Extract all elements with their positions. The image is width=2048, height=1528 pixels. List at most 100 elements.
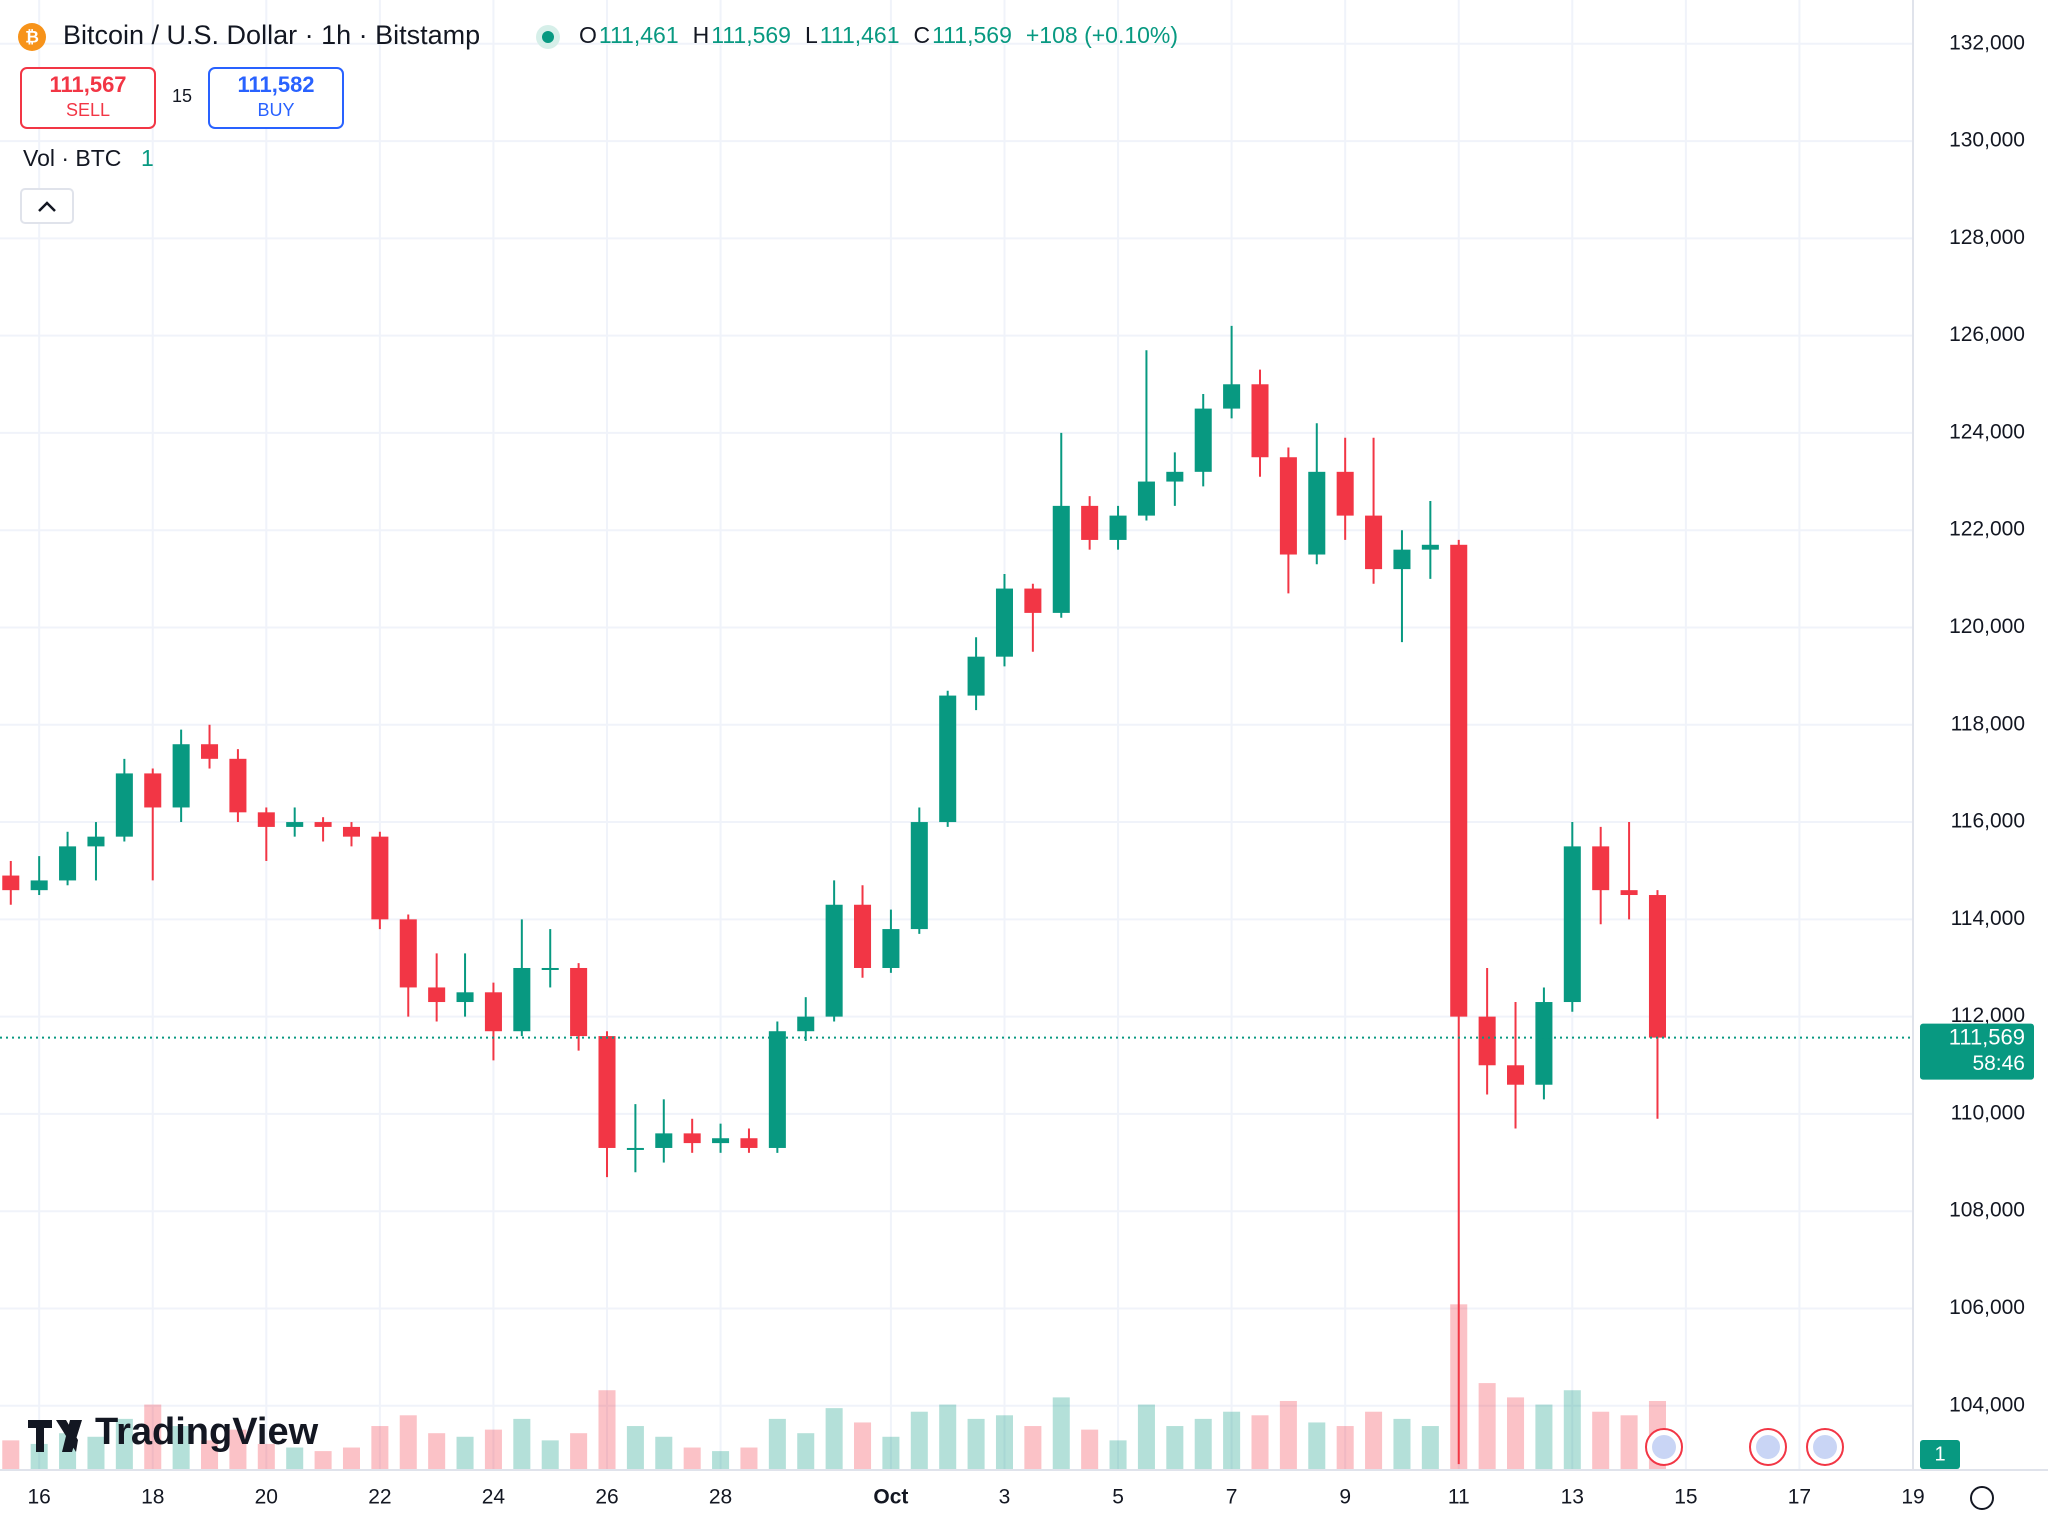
candle-body [115, 773, 133, 837]
candle-body [1308, 471, 1326, 555]
logo-text: TradingView [95, 1411, 319, 1453]
x-tick-label: 7 [1226, 1486, 1238, 1509]
bitcoin-icon [18, 23, 46, 51]
volume-bar [484, 1429, 502, 1469]
candle-body [797, 1016, 815, 1032]
volume-bar [1251, 1415, 1269, 1469]
volume-bar [201, 1440, 219, 1469]
buy-button[interactable] [208, 67, 344, 129]
candle-body [1365, 515, 1383, 570]
candle-body [683, 1133, 701, 1144]
bitcoin-icon-glyph: ₿ [25, 27, 39, 46]
candle-body [286, 822, 304, 827]
candle-body [484, 992, 502, 1032]
candle-body [939, 695, 957, 823]
y-tick-label: 126,000 [1949, 323, 2025, 346]
volume-bar [598, 1390, 616, 1469]
logo-mark [28, 1420, 82, 1452]
x-tick-label: 5 [1112, 1486, 1124, 1509]
event-flags [1645, 1428, 1844, 1466]
ohlc-key: L [805, 22, 818, 48]
y-tick-label: 122,000 [1949, 518, 2025, 541]
x-tick-label: 16 [28, 1486, 51, 1509]
candle-body [513, 967, 531, 1032]
y-tick-label: 130,000 [1949, 129, 2025, 152]
volume-legend-label: Vol · BTC [23, 145, 121, 171]
candle-body [825, 904, 843, 1017]
candle-body [1194, 408, 1212, 472]
volume-bar [1223, 1411, 1241, 1469]
volume-bar [626, 1426, 644, 1469]
x-tick-label: 17 [1788, 1486, 1811, 1509]
y-tick-label: 108,000 [1949, 1199, 2025, 1222]
candle-layer [2, 325, 1666, 1465]
candle-body [1393, 549, 1411, 570]
candle-body [1081, 505, 1099, 540]
x-tick-label: 19 [1901, 1486, 1924, 1509]
candle-body [1251, 384, 1269, 458]
last-price: 111,569 58:46 [0, 1023, 2034, 1080]
badge-text: 1 [1934, 1443, 1945, 1465]
candle-body [1563, 846, 1581, 1003]
candle-body [882, 929, 900, 968]
candle-body [229, 758, 247, 813]
candle-body [854, 904, 872, 968]
buy-price: 111,582 [237, 72, 314, 97]
volume-bar [371, 1426, 389, 1469]
spread: 15 [172, 86, 192, 106]
settings-icon[interactable] [1970, 1486, 1994, 1510]
axes: 104,000 106,000 108,000 110,000 112,000 114,0… [28, 31, 2025, 1508]
candle-body [1478, 1016, 1496, 1066]
ohlc-value: 111,569 [711, 22, 791, 48]
volume-bar [1393, 1418, 1411, 1469]
y-tick-label: 132,000 [1949, 31, 2025, 54]
volume-bar [995, 1415, 1013, 1469]
volume-bar [939, 1404, 957, 1469]
sell-label: SELL [66, 100, 110, 120]
volume-bar [854, 1422, 872, 1469]
volume-bar [314, 1451, 332, 1469]
volume-bar [882, 1436, 900, 1469]
y-tick-label: 124,000 [1949, 420, 2025, 443]
volume-bar [967, 1418, 985, 1469]
candle-body [87, 836, 105, 847]
volume-bar [1421, 1426, 1439, 1469]
candle-body [1279, 457, 1297, 555]
volume-bar [1137, 1404, 1155, 1469]
candle-body [342, 826, 361, 837]
symbol-title[interactable]: Bitcoin / U.S. Dollar · 1h · Bitstamp [63, 20, 480, 50]
volume-bar [825, 1408, 843, 1469]
candle-body [172, 744, 190, 808]
volume-bar [655, 1436, 673, 1469]
volume-layer [2, 1304, 1666, 1469]
x-tick-label: 24 [482, 1486, 506, 1509]
candle-body [1648, 895, 1666, 1038]
y-tick-label: 120,000 [1949, 615, 2025, 638]
x-tick-label: 22 [368, 1486, 391, 1509]
candle-body [371, 836, 389, 920]
volume-bar [797, 1433, 815, 1469]
volume-bar [428, 1433, 446, 1469]
volume-bar [1336, 1426, 1354, 1469]
candle-body [1166, 471, 1184, 482]
volume-bar [1194, 1418, 1212, 1469]
candle-body [1052, 505, 1070, 613]
ohlc-key: C [914, 22, 931, 48]
volume-bar [1052, 1397, 1070, 1469]
x-tick-label: 20 [255, 1486, 278, 1509]
volume-bar [286, 1447, 304, 1469]
volume-bar [513, 1418, 531, 1469]
sell-button[interactable] [20, 67, 156, 129]
collapse-button[interactable] [20, 188, 74, 224]
candle-body [768, 1031, 786, 1148]
volume-bar [1081, 1429, 1099, 1469]
candle-body [1592, 846, 1610, 891]
x-tick-label: 26 [595, 1486, 618, 1509]
candle-body [910, 822, 928, 930]
volume-bar [541, 1440, 559, 1469]
candle-body [740, 1138, 758, 1148]
candle-body [626, 1147, 644, 1150]
x-tick-label: 18 [141, 1486, 164, 1509]
candle-body [1336, 471, 1354, 516]
candle-body [1507, 1065, 1525, 1085]
